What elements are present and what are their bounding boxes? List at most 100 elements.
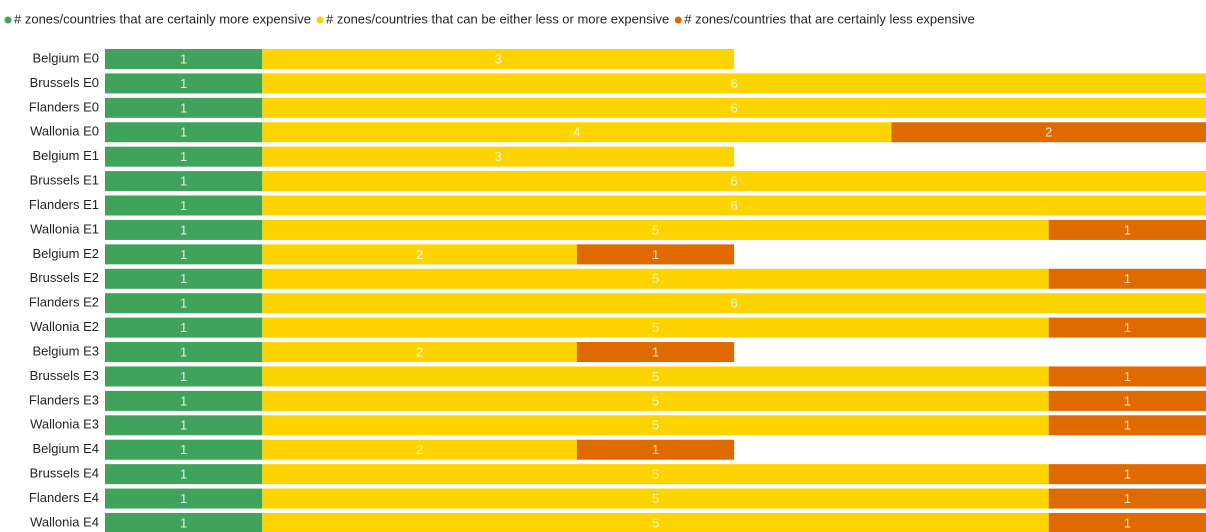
data-label: 1: [1124, 222, 1131, 237]
bar-segment: [262, 73, 1206, 94]
data-label: 1: [180, 271, 187, 286]
bar-segment: [105, 439, 263, 460]
data-label: 1: [1124, 467, 1131, 482]
bar-segment: [105, 415, 263, 436]
y-tick-label: Wallonia E0: [30, 124, 99, 139]
data-label: 5: [652, 491, 659, 506]
bar-segment: [105, 244, 263, 265]
data-label: 2: [416, 247, 423, 262]
data-label: 1: [180, 467, 187, 482]
bar-segment: [1048, 317, 1206, 338]
data-label: 1: [1124, 418, 1131, 433]
data-label: 1: [180, 418, 187, 433]
data-label: 6: [731, 296, 738, 311]
bar-segment: [1048, 390, 1206, 411]
data-label: 1: [180, 125, 187, 140]
legend-label: # zones/countries that can be either les…: [326, 11, 669, 26]
bar-segment: [105, 97, 263, 118]
bar-segment: [576, 439, 735, 460]
bar-segment: [262, 464, 1049, 485]
y-tick-label: Brussels E2: [30, 270, 99, 285]
bar-segment: [262, 512, 1049, 532]
data-label: 1: [180, 100, 187, 115]
bar-segment: [262, 146, 735, 167]
bar-segment: [105, 390, 263, 411]
data-label: 1: [180, 174, 187, 189]
y-tick-label: Brussels E4: [30, 466, 99, 481]
bar-segment: [105, 122, 263, 143]
y-tick-label: Belgium E0: [33, 50, 99, 65]
data-label: 1: [1124, 271, 1131, 286]
y-tick-label: Belgium E1: [33, 148, 99, 163]
data-label: 1: [1124, 491, 1131, 506]
data-label: 1: [180, 491, 187, 506]
bar-segment: [262, 219, 1049, 240]
bar-segment: [105, 219, 263, 240]
y-tick-label: Flanders E1: [29, 197, 99, 212]
data-label: 1: [180, 344, 187, 359]
bar-segment: [105, 73, 263, 94]
bar-segment: [105, 195, 263, 216]
data-label: 2: [416, 344, 423, 359]
bar-segment: [262, 488, 1049, 509]
bar-segment: [1048, 464, 1206, 485]
data-label: 5: [652, 418, 659, 433]
y-tick-label: Belgium E3: [33, 343, 99, 358]
data-label: 5: [652, 369, 659, 384]
data-label: 3: [495, 149, 502, 164]
bar-segment: [262, 415, 1049, 436]
data-label: 6: [731, 174, 738, 189]
bar-segment: [262, 122, 892, 143]
data-label: 6: [731, 198, 738, 213]
data-label: 1: [180, 76, 187, 91]
bar-segment: [105, 317, 263, 338]
bar-segment: [1048, 366, 1206, 387]
data-label: 5: [652, 271, 659, 286]
data-label: 1: [652, 442, 659, 457]
data-label: 1: [180, 515, 187, 530]
data-label: 1: [180, 320, 187, 335]
bar-segment: [1048, 268, 1206, 289]
bar-segment: [262, 366, 1049, 387]
bar-segment: [262, 342, 577, 363]
data-label: 1: [180, 222, 187, 237]
y-tick-label: Wallonia E3: [30, 417, 99, 432]
bar-segment: [262, 49, 735, 69]
data-label: 1: [1124, 369, 1131, 384]
bar-segment: [262, 97, 1206, 118]
bar-segment: [262, 439, 577, 460]
y-tick-label: Wallonia E2: [30, 319, 99, 334]
legend-label: # zones/countries that are certainly les…: [684, 11, 975, 26]
data-label: 5: [652, 515, 659, 530]
data-label: 1: [180, 369, 187, 384]
y-tick-label: Flanders E0: [29, 99, 99, 114]
bar-segment: [262, 171, 1206, 192]
legend-label: # zones/countries that are certainly mor…: [14, 11, 311, 26]
legend-marker: [4, 16, 12, 24]
y-tick-label: Brussels E0: [30, 75, 99, 90]
legend-marker: [674, 16, 682, 24]
bar-segment: [1048, 512, 1206, 532]
bar-segment: [105, 171, 263, 192]
bar-segment: [262, 317, 1049, 338]
bar-segment: [105, 342, 263, 363]
bar-segment: [105, 488, 263, 509]
legend-marker: [316, 16, 324, 24]
bar-segment: [891, 122, 1206, 143]
data-label: 1: [180, 393, 187, 408]
data-label: 1: [180, 247, 187, 262]
data-label: 2: [1045, 125, 1052, 140]
data-label: 1: [180, 296, 187, 311]
bar-segment: [576, 342, 735, 363]
y-tick-label: Belgium E4: [33, 441, 99, 456]
data-label: 1: [180, 442, 187, 457]
data-label: 5: [652, 393, 659, 408]
y-tick-label: Flanders E4: [29, 490, 99, 505]
y-tick-label: Brussels E1: [30, 173, 99, 188]
bar-segment: [576, 244, 735, 265]
bar-segment: [1048, 219, 1206, 240]
data-label: 2: [416, 442, 423, 457]
bar-segment: [1048, 415, 1206, 436]
bar-segment: [262, 195, 1206, 216]
